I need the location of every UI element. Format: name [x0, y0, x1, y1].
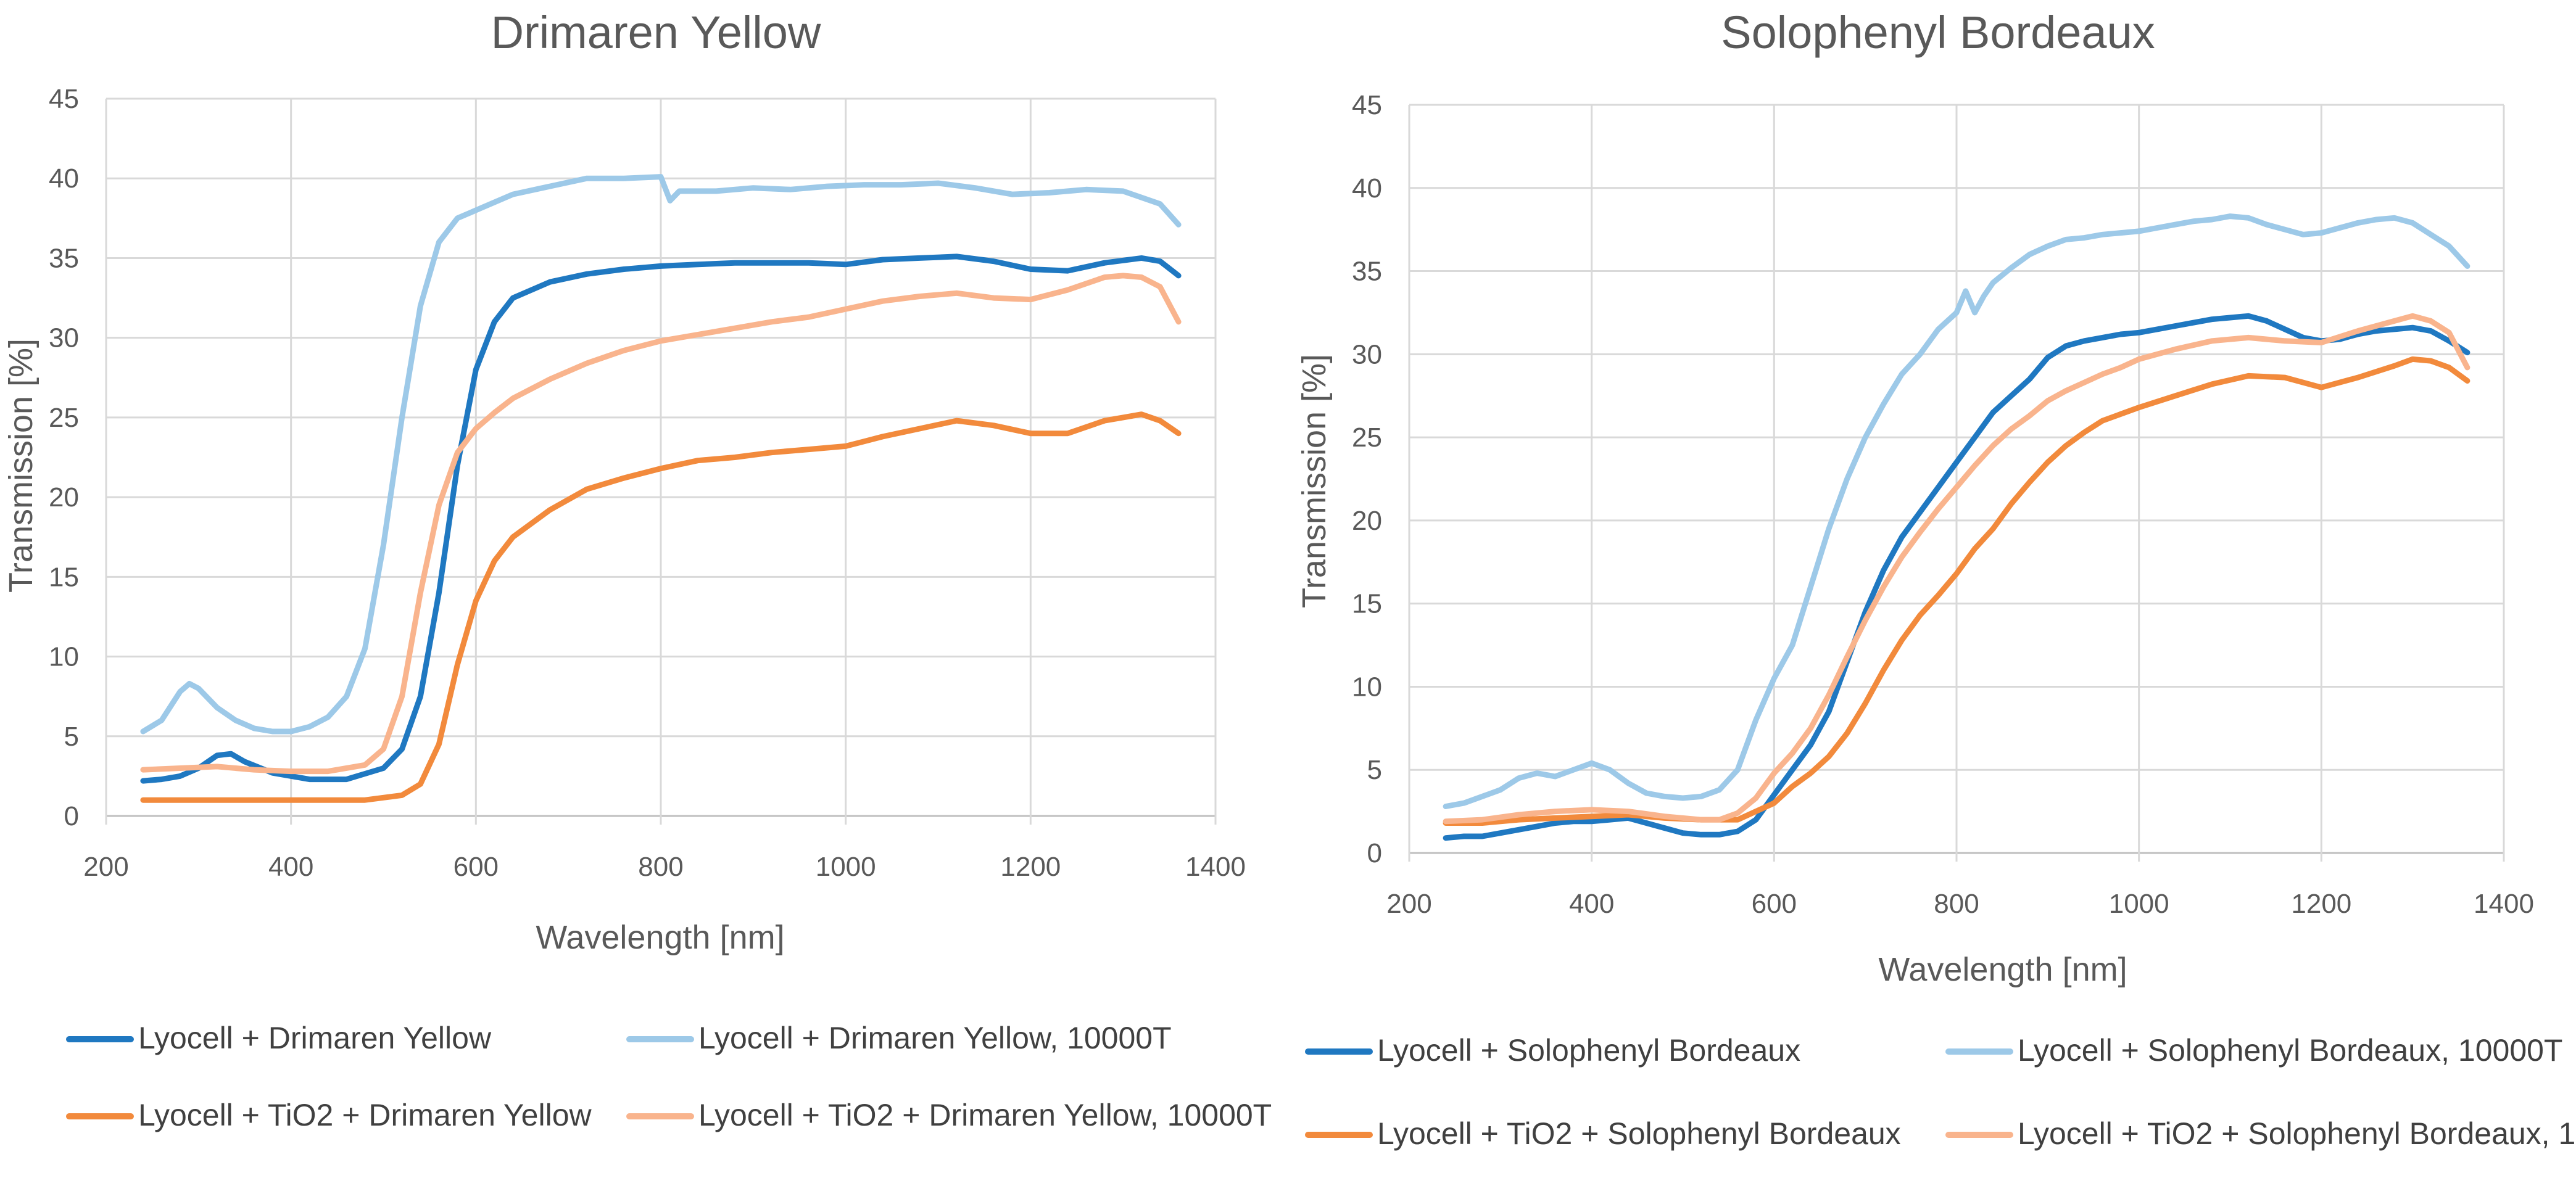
x-tick-label: 1400	[1185, 852, 1246, 882]
y-tick-label: 0	[1367, 838, 1382, 868]
series-line-2	[1443, 213, 2470, 809]
legend: Lyocell + Drimaren Yellow Lyocell + Drima…	[66, 1021, 1272, 1132]
chart-title: Solophenyl Bordeaux	[1721, 7, 2155, 58]
series-line-1	[1443, 313, 2470, 841]
series-line-4	[140, 273, 1182, 775]
legend-label: Lyocell + TiO2 + Drimaren Yellow, 10000T	[698, 1098, 1272, 1132]
legend: Lyocell + Solophenyl Bordeaux Lyocell + S…	[1305, 1033, 2576, 1151]
legend-label: Lyocell + Solophenyl Bordeaux, 10000T	[2018, 1033, 2562, 1068]
chart-panel-drimaren-yellow: Drimaren Yellow 0 5 10 15 20 25 30 35 40 45 200 400…	[2, 7, 1272, 1132]
y-tick-label: 10	[49, 642, 79, 672]
series-lines	[140, 174, 1182, 803]
y-axis-label: Transmission [%]	[2, 339, 39, 593]
series-lines	[1443, 213, 2470, 841]
gridlines	[105, 97, 1217, 825]
y-tick-label: 5	[64, 722, 79, 752]
x-tick-label: 600	[453, 852, 499, 882]
y-tick-label: 45	[49, 84, 79, 114]
tick-labels: 0 5 10 15 20 25 30 35 40 45 200 400 600 800 1000 1200 14…	[1352, 90, 2534, 919]
y-axis-label: Transmission [%]	[1296, 354, 1333, 608]
y-tick-label: 45	[1352, 90, 1382, 120]
y-tick-label: 15	[49, 562, 79, 592]
series-line-4	[1443, 313, 2470, 825]
x-tick-label: 400	[268, 852, 313, 882]
chart-title: Drimaren Yellow	[491, 7, 821, 58]
x-tick-label: 800	[638, 852, 683, 882]
x-tick-label: 800	[1934, 889, 1979, 919]
x-tick-label: 1000	[2109, 889, 2169, 919]
y-tick-label: 10	[1352, 672, 1382, 702]
x-tick-label: 1200	[1000, 852, 1061, 882]
x-axis-label: Wavelength [nm]	[1878, 951, 2127, 988]
x-tick-label: 1200	[2291, 889, 2351, 919]
y-tick-label: 35	[49, 243, 79, 273]
series-line-1	[140, 253, 1182, 784]
legend-label: Lyocell + TiO2 + Solophenyl Bordeaux	[1377, 1116, 1901, 1151]
chart-solophenyl-bordeaux: Solophenyl Bordeaux 0 5 10 15 20 25 30 35 40 45 20…	[1296, 7, 2576, 1151]
x-tick-label: 1400	[2474, 889, 2534, 919]
x-tick-label: 200	[83, 852, 128, 882]
chart-panel-solophenyl-bordeaux: Solophenyl Bordeaux 0 5 10 15 20 25 30 35 40 45 20…	[1288, 0, 2576, 1178]
series-line-3	[140, 411, 1182, 803]
y-tick-label: 0	[64, 801, 79, 831]
y-tick-label: 35	[1352, 257, 1382, 287]
y-tick-label: 5	[1367, 755, 1382, 785]
series-line-2	[140, 174, 1182, 735]
x-tick-label: 400	[1569, 889, 1614, 919]
y-tick-label: 20	[49, 482, 79, 513]
x-tick-label: 600	[1752, 889, 1797, 919]
y-tick-label: 40	[1352, 173, 1382, 204]
y-tick-label: 20	[1352, 506, 1382, 536]
chart-drimaren-yellow: Drimaren Yellow 0 5 10 15 20 25 30 35 40 45 200 400…	[2, 7, 1272, 1132]
y-tick-label: 25	[49, 403, 79, 433]
tick-labels: 0 5 10 15 20 25 30 35 40 45 200 400 600 800 1000 1200 14…	[49, 84, 1246, 882]
legend-label: Lyocell + TiO2 + Drimaren Yellow	[138, 1098, 592, 1132]
legend-label: Lyocell + TiO2 + Solophenyl Bordeaux, 10…	[2018, 1116, 2576, 1151]
x-tick-label: 1000	[816, 852, 876, 882]
x-tick-label: 200	[1386, 889, 1431, 919]
legend-label: Lyocell + Drimaren Yellow, 10000T	[698, 1021, 1172, 1055]
gridlines	[1408, 104, 2505, 862]
legend-label: Lyocell + Drimaren Yellow	[138, 1021, 492, 1055]
y-tick-label: 30	[1352, 339, 1382, 369]
y-tick-label: 40	[49, 163, 79, 194]
y-tick-label: 25	[1352, 422, 1382, 453]
y-tick-label: 30	[49, 323, 79, 353]
y-tick-label: 15	[1352, 589, 1382, 619]
legend-label: Lyocell + Solophenyl Bordeaux	[1377, 1033, 1800, 1068]
x-axis-label: Wavelength [nm]	[536, 919, 784, 956]
